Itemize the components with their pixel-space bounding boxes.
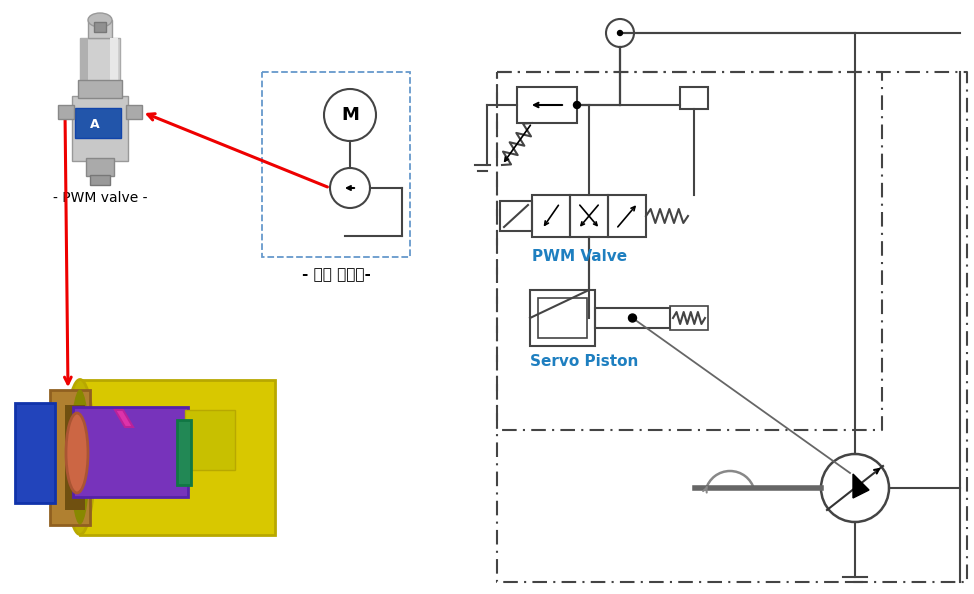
Bar — [78, 80, 122, 98]
Polygon shape — [853, 474, 869, 498]
Text: - 외부 유압원-: - 외부 유압원- — [302, 267, 370, 283]
Circle shape — [628, 314, 636, 322]
Circle shape — [324, 89, 376, 141]
Bar — [80, 38, 88, 93]
Bar — [80, 380, 275, 535]
Ellipse shape — [66, 413, 88, 493]
Bar — [500, 201, 532, 231]
Bar — [15, 403, 55, 503]
Circle shape — [618, 30, 622, 36]
Bar — [538, 298, 587, 338]
Bar — [65, 405, 85, 510]
Circle shape — [606, 19, 634, 47]
Bar — [90, 175, 110, 185]
Bar — [58, 105, 74, 119]
Bar — [680, 87, 708, 109]
Ellipse shape — [70, 390, 90, 525]
Bar — [72, 96, 128, 161]
Bar — [110, 38, 118, 93]
Bar — [73, 407, 188, 497]
Bar — [262, 72, 410, 257]
Circle shape — [821, 454, 889, 522]
Bar — [86, 158, 114, 176]
Bar — [530, 290, 595, 346]
Text: - PWM valve -: - PWM valve - — [53, 191, 147, 205]
Bar — [595, 308, 670, 328]
Bar — [75, 108, 121, 138]
Ellipse shape — [88, 13, 112, 27]
Text: PWM Valve: PWM Valve — [532, 249, 627, 264]
Bar — [517, 87, 577, 123]
Text: A: A — [91, 118, 99, 131]
Bar — [50, 390, 90, 525]
Ellipse shape — [65, 380, 95, 535]
Text: M: M — [341, 106, 359, 124]
Bar — [177, 420, 191, 485]
Bar — [126, 105, 142, 119]
Bar — [608, 195, 646, 237]
Bar — [80, 38, 120, 93]
Bar — [185, 410, 235, 470]
Bar — [88, 20, 112, 38]
Circle shape — [330, 168, 370, 208]
Text: Servo Piston: Servo Piston — [530, 354, 638, 369]
Bar — [670, 306, 708, 330]
Polygon shape — [115, 410, 133, 427]
Bar — [570, 195, 608, 237]
Circle shape — [574, 102, 581, 109]
Bar — [532, 195, 570, 237]
Bar — [94, 22, 106, 32]
